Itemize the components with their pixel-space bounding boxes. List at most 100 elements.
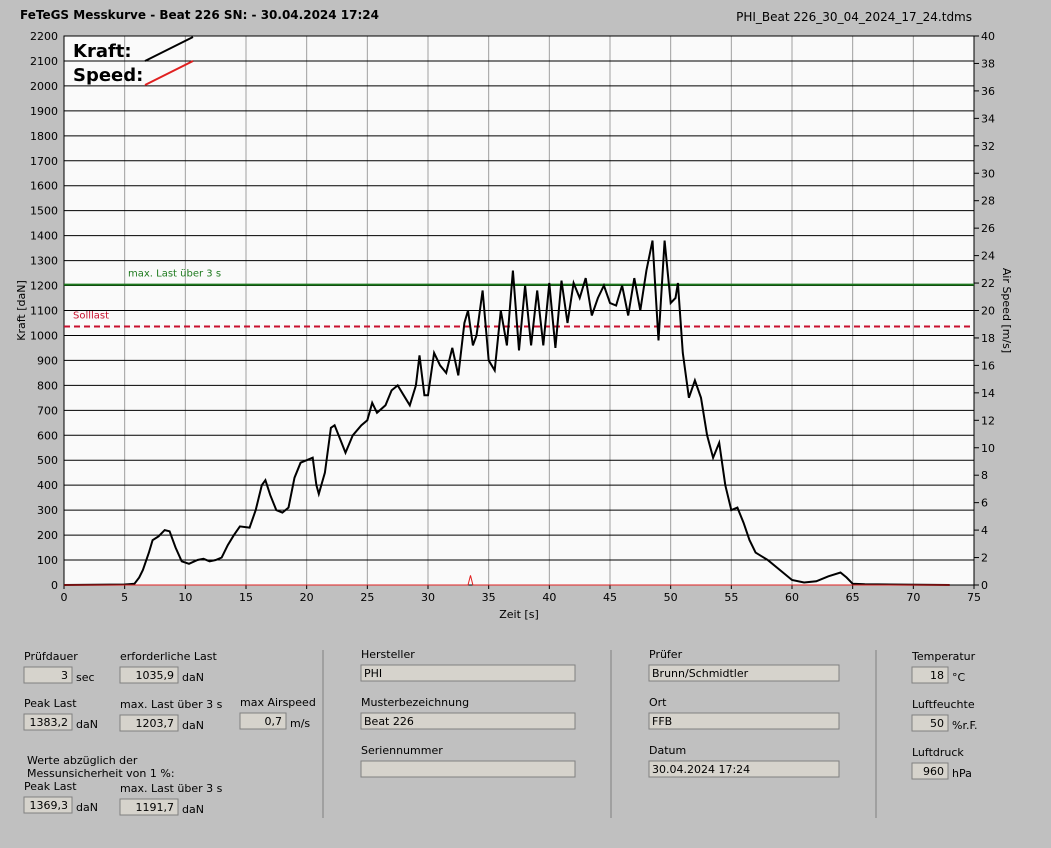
field-unit: daN [76, 801, 98, 814]
y-tick-label: 1300 [30, 255, 58, 268]
field-label: Ort [649, 696, 667, 709]
field-label: Seriennummer [361, 744, 443, 757]
field-label: erforderliche Last [120, 650, 217, 663]
y2-tick-label: 28 [981, 195, 995, 208]
y2-tick-label: 34 [981, 112, 995, 125]
field-label: Datum [649, 744, 686, 757]
x-tick-label: 10 [178, 591, 192, 604]
y-tick-label: 1200 [30, 280, 58, 293]
field-box [648, 664, 840, 682]
y2-axis-label: Air Speed [m/s] [1000, 268, 1013, 353]
y-tick-label: 1400 [30, 230, 58, 243]
field-label: Luftfeuchte [912, 698, 975, 711]
y2-tick-label: 14 [981, 387, 995, 400]
y2-tick-label: 4 [981, 524, 988, 537]
field-label: Prüfer [649, 648, 683, 661]
reference-label: Solllast [73, 310, 109, 321]
field-box [911, 666, 949, 684]
field-unit: hPa [952, 767, 972, 780]
y-tick-label: 2200 [30, 30, 58, 43]
field-box [119, 666, 179, 684]
field-value: 0,7 [265, 715, 283, 728]
y-tick-label: 1700 [30, 155, 58, 168]
field-box [360, 712, 576, 730]
x-axis-label: Zeit [s] [499, 608, 538, 621]
field-box [23, 713, 73, 731]
field-box [360, 760, 576, 778]
field-unit: daN [76, 718, 98, 731]
y-tick-label: 2100 [30, 55, 58, 68]
field-box [23, 796, 73, 814]
y-tick-label: 600 [37, 429, 58, 442]
y2-tick-label: 8 [981, 469, 988, 482]
y-tick-label: 1800 [30, 130, 58, 143]
field-value: 960 [923, 765, 944, 778]
y2-tick-label: 6 [981, 497, 988, 510]
y-tick-label: 500 [37, 454, 58, 467]
y2-tick-label: 26 [981, 222, 995, 235]
x-tick-label: 50 [664, 591, 678, 604]
y-tick-label: 0 [51, 579, 58, 592]
field-box [23, 666, 73, 684]
y2-tick-label: 36 [981, 85, 995, 98]
field-value: 18 [930, 669, 944, 682]
y-tick-label: 1500 [30, 205, 58, 218]
data-line [64, 575, 950, 586]
y-tick-label: 900 [37, 354, 58, 367]
field-box [911, 762, 949, 780]
note: Messunsicherheit von 1 %: [27, 767, 175, 780]
x-tick-label: 65 [846, 591, 860, 604]
field-value: 1203,7 [136, 717, 175, 730]
field-box [239, 712, 287, 730]
x-tick-label: 55 [724, 591, 738, 604]
y-tick-label: 1600 [30, 180, 58, 193]
field-box [648, 712, 840, 730]
y2-tick-label: 10 [981, 442, 995, 455]
y-tick-label: 800 [37, 379, 58, 392]
field-value: 1035,9 [136, 669, 175, 682]
field-value: FFB [652, 715, 672, 728]
window-title: FeTeGS Messkurve - Beat 226 SN: - 30.04.… [20, 8, 379, 22]
y2-tick-label: 40 [981, 30, 995, 43]
y2-tick-label: 16 [981, 359, 995, 372]
data-line [63, 240, 950, 586]
file-name: PHI_Beat 226_30_04_2024_17_24.tdms [736, 10, 972, 24]
field-unit: sec [76, 671, 95, 684]
x-tick-label: 0 [61, 591, 68, 604]
y-tick-label: 300 [37, 504, 58, 517]
field-label: Peak Last [24, 697, 77, 710]
field-value: 1369,3 [30, 799, 69, 812]
field-value: 30.04.2024 17:24 [652, 763, 750, 776]
note: Werte abzüglich der [27, 754, 138, 767]
field-label: Luftdruck [912, 746, 964, 759]
field-label: max Airspeed [240, 696, 316, 709]
legend-swatch [144, 36, 194, 62]
x-tick-label: 25 [360, 591, 374, 604]
y2-tick-label: 22 [981, 277, 995, 290]
field-label: Musterbezeichnung [361, 696, 469, 709]
field-label: max. Last über 3 s [120, 698, 223, 711]
x-tick-label: 20 [300, 591, 314, 604]
field-value: 1191,7 [136, 801, 175, 814]
field-unit: daN [182, 719, 204, 732]
y2-tick-label: 18 [981, 332, 995, 345]
y-axis-label: Kraft [daN] [15, 280, 28, 341]
legend-label: Speed: [73, 65, 143, 86]
y2-tick-label: 30 [981, 167, 995, 180]
x-tick-label: 70 [906, 591, 920, 604]
field-box [911, 714, 949, 732]
y2-tick-label: 0 [981, 579, 988, 592]
y2-tick-label: 20 [981, 305, 995, 318]
x-tick-label: 60 [785, 591, 799, 604]
x-tick-label: 35 [482, 591, 496, 604]
field-unit: m/s [290, 717, 310, 730]
field-label: Temperatur [911, 650, 976, 663]
x-tick-label: 75 [967, 591, 981, 604]
y-tick-label: 1000 [30, 329, 58, 342]
field-label: Hersteller [361, 648, 415, 661]
legend-swatch [144, 60, 194, 86]
y2-tick-label: 12 [981, 414, 995, 427]
y-tick-label: 1900 [30, 105, 58, 118]
field-label: max. Last über 3 s [120, 782, 223, 795]
